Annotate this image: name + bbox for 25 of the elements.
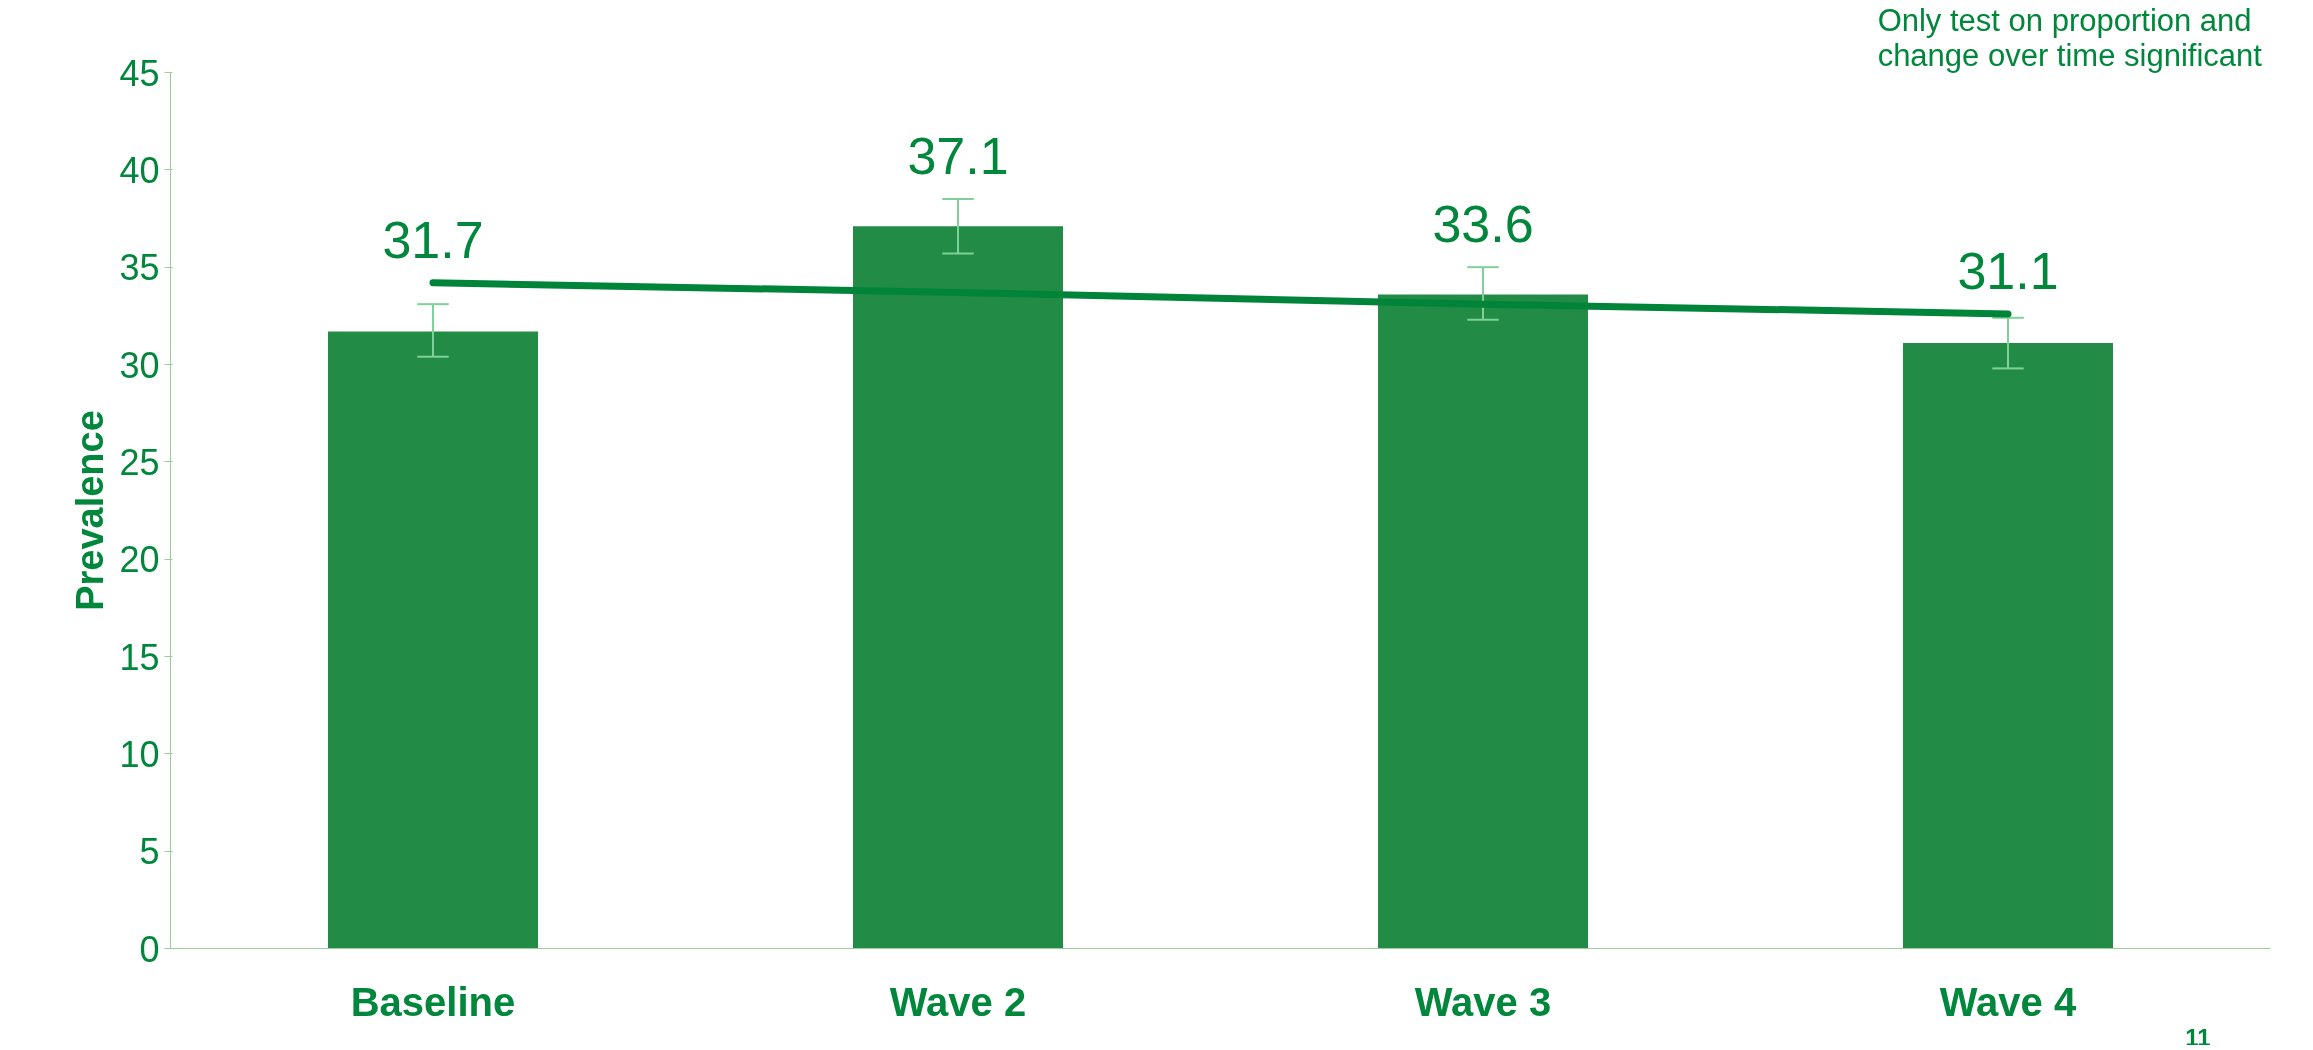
y-tick-label: 15 xyxy=(119,636,160,678)
bar xyxy=(1378,294,1588,949)
y-tick-label: 10 xyxy=(119,733,160,775)
annotation: Only test on proportion and change over time significant xyxy=(1877,2,2263,73)
x-tick-label: Wave 2 xyxy=(889,979,1027,1024)
y-tick-label: 45 xyxy=(119,52,160,94)
bar xyxy=(853,226,1063,949)
x-tick-label: Wave 3 xyxy=(1414,979,1552,1024)
data-label: 31.7 xyxy=(382,210,484,269)
text: 11 xyxy=(2185,1023,2211,1050)
y-axis-title: Prevalence xyxy=(69,410,112,611)
bar xyxy=(328,331,538,949)
y-tick-label: 35 xyxy=(119,247,160,289)
bar xyxy=(1903,343,2113,949)
y-tick-label: 25 xyxy=(119,441,160,483)
data-label: 37.1 xyxy=(907,127,1009,186)
data-label: 33.6 xyxy=(1432,195,1534,254)
y-tick-label: 30 xyxy=(119,344,160,386)
y-tick-label: 20 xyxy=(119,539,160,581)
data-label: 31.1 xyxy=(1957,241,2059,300)
y-tick-label: 40 xyxy=(119,149,160,191)
y-tick-label: 5 xyxy=(139,831,160,873)
x-tick-label: Wave 4 xyxy=(1939,979,2077,1024)
y-tick-label: 0 xyxy=(139,928,160,970)
x-tick-label: Baseline xyxy=(350,979,516,1024)
